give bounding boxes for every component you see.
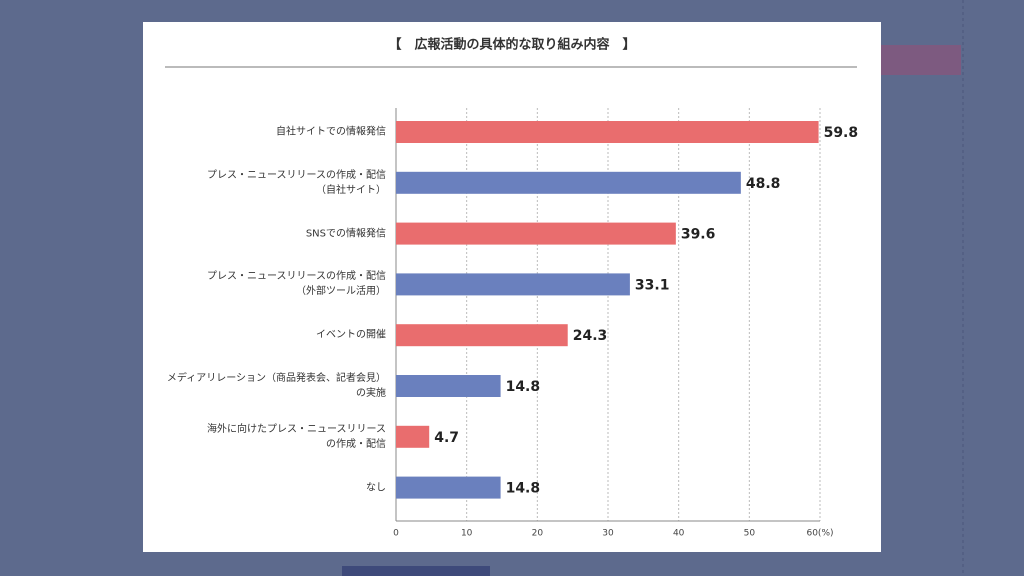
x-tick-label: 10 xyxy=(461,529,473,539)
value-label: 14.8 xyxy=(506,481,541,497)
value-label: 14.8 xyxy=(506,379,541,395)
category-label: イベントの開催 xyxy=(316,329,386,341)
bar xyxy=(396,324,568,347)
x-tick-label: 20 xyxy=(532,529,544,539)
x-tick-label: 40 xyxy=(673,529,685,539)
x-tick-label: 50 xyxy=(744,529,756,539)
value-label: 4.7 xyxy=(434,430,459,446)
bar xyxy=(396,425,430,448)
category-label: なし xyxy=(366,482,386,494)
category-label: プレス・ニュースリリースの作成・配信 （外部ツール活用） xyxy=(207,271,386,298)
category-label: 自社サイトでの情報発信 xyxy=(276,126,386,138)
category-label: SNSでの情報発信 xyxy=(305,228,386,240)
x-tick-label: 30 xyxy=(602,529,614,539)
chart-title: 【 広報活動の具体的な取り組み内容 】 xyxy=(388,37,635,53)
x-tick-label: 0 xyxy=(393,529,399,539)
category-label: プレス・ニュースリリースの作成・配信 （自社サイト） xyxy=(207,169,386,196)
x-tick-label: 60(%) xyxy=(806,529,833,539)
bar xyxy=(396,121,819,143)
bar xyxy=(396,171,741,194)
value-label: 33.1 xyxy=(635,277,670,293)
value-label: 39.6 xyxy=(681,227,716,243)
value-label: 24.3 xyxy=(573,328,608,344)
value-label: 59.8 xyxy=(824,125,859,141)
bar xyxy=(396,375,501,397)
bar xyxy=(396,222,676,245)
category-label: 海外に向けたプレス・ニュースリリース の作成・配信 xyxy=(207,423,386,450)
bar xyxy=(396,476,501,499)
value-label: 48.8 xyxy=(746,176,781,192)
bar xyxy=(396,273,630,296)
category-label: メディアリレーション（商品発表会、記者会見） の実施 xyxy=(166,373,386,399)
chart-card: 【 広報活動の具体的な取り組み内容 】 0 10 20 30 40 50 60(%) 59.8… xyxy=(143,22,881,552)
chart: 【 広報活動の具体的な取り組み内容 】 0 10 20 30 40 50 60(%) 59.8… xyxy=(165,37,859,539)
